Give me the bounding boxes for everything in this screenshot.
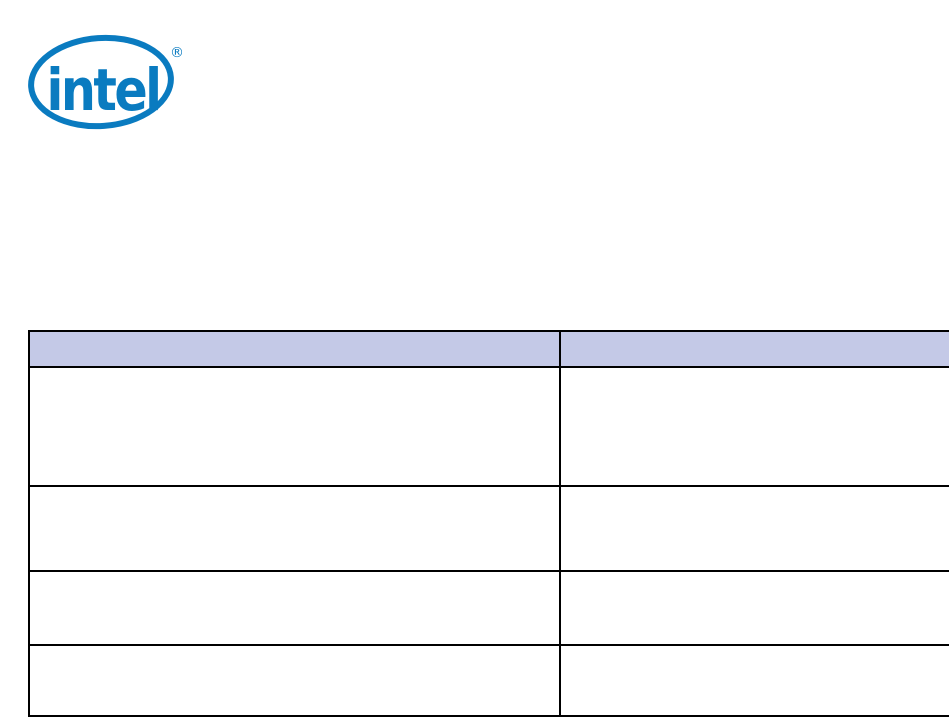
registered-mark-icon: ® [170, 45, 182, 61]
table-header-cell-left [28, 330, 561, 368]
table-row [28, 485, 949, 572]
document-table [28, 330, 949, 717]
table-row [28, 570, 949, 646]
table-cell [559, 366, 949, 487]
table-cell [28, 485, 561, 572]
table-cell [28, 366, 561, 487]
logo-brand-text: intel [47, 56, 160, 124]
table-header-cell-right [559, 330, 949, 368]
table-cell [559, 485, 949, 572]
table-cell [559, 644, 949, 717]
table-cell [28, 644, 561, 717]
logo-oval-icon [28, 34, 174, 130]
table-row [28, 644, 949, 717]
table-row [28, 366, 949, 487]
intel-logo: intel ® [28, 34, 182, 130]
table-header-row [28, 330, 949, 368]
table-cell [28, 570, 561, 646]
table-cell [559, 570, 949, 646]
